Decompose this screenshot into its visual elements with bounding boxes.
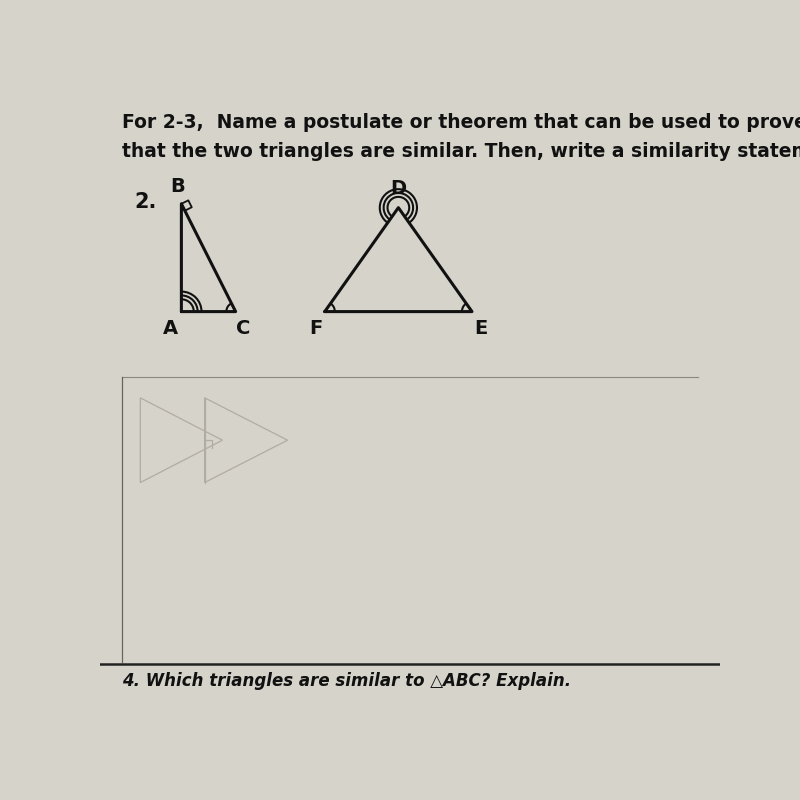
Text: A: A [163, 319, 178, 338]
Text: B: B [170, 177, 185, 196]
Text: C: C [236, 319, 250, 338]
Text: For 2-3,  Name a postulate or theorem that can be used to prove: For 2-3, Name a postulate or theorem tha… [122, 113, 800, 132]
Text: F: F [309, 319, 322, 338]
Text: D: D [390, 179, 406, 198]
Text: 4. Which triangles are similar to △ABC? Explain.: 4. Which triangles are similar to △ABC? … [122, 672, 571, 690]
Text: that the two triangles are similar. Then, write a similarity statement.: that the two triangles are similar. Then… [122, 142, 800, 161]
Text: E: E [474, 319, 488, 338]
Text: 2.: 2. [135, 192, 158, 212]
